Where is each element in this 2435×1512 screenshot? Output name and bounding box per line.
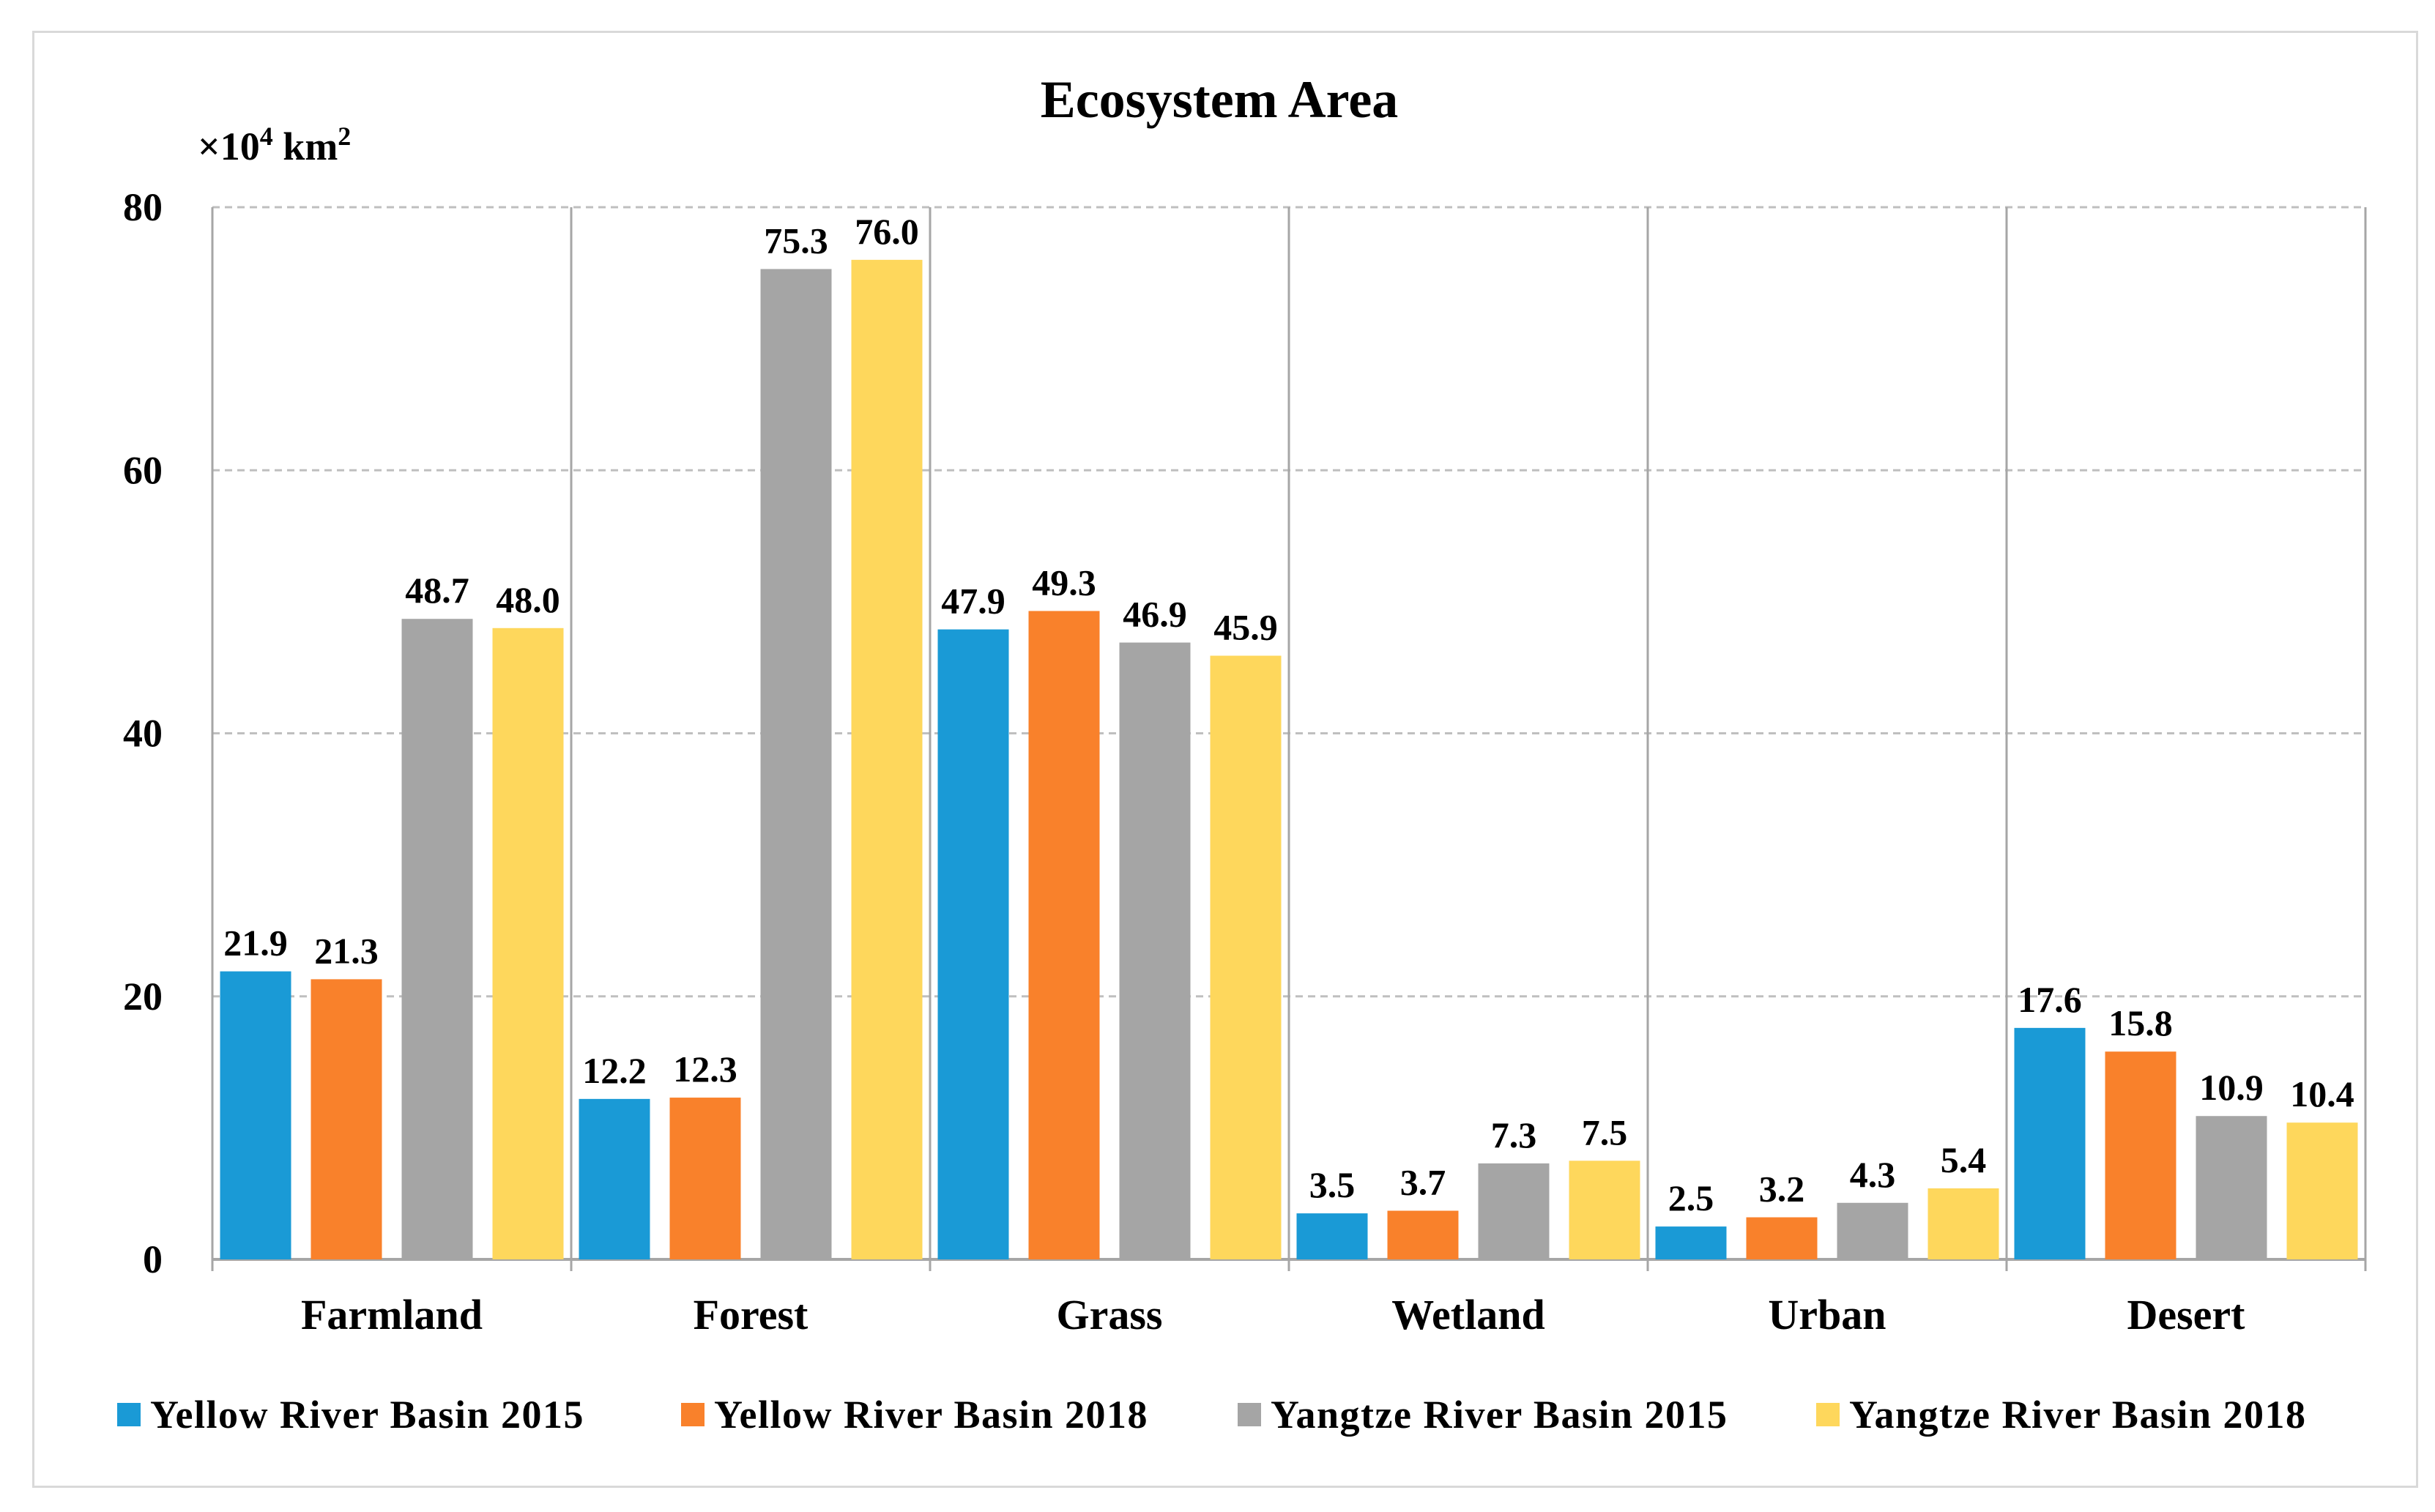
bar-desert-series-2: [2105, 1051, 2176, 1259]
legend-swatch: [1816, 1403, 1840, 1426]
y-axis-unit: km: [273, 124, 338, 168]
category-label: Farmland: [301, 1291, 483, 1338]
data-label: 48.7: [405, 570, 469, 611]
data-label: 75.3: [764, 220, 828, 261]
bar-grass-series-1: [937, 629, 1009, 1259]
data-label: 10.4: [2290, 1073, 2354, 1114]
data-label: 2.5: [1668, 1177, 1714, 1218]
category-label: Desert: [2127, 1291, 2245, 1338]
bar-farmland-series-1: [220, 971, 291, 1259]
bar-forest-series-4: [851, 259, 923, 1260]
legend-label: Yangtze River Basin 2018: [1849, 1393, 2307, 1437]
y-tick-label: 0: [143, 1237, 163, 1281]
data-label: 7.3: [1491, 1114, 1537, 1155]
category-label: Urban: [1768, 1291, 1886, 1338]
data-label: 10.9: [2199, 1067, 2264, 1108]
bar-desert-series-1: [2014, 1027, 2086, 1259]
bar-urban-series-4: [1927, 1188, 1999, 1259]
legend-label: Yellow River Basin 2015: [150, 1393, 584, 1437]
bar-forest-series-3: [760, 269, 832, 1260]
bar-wetland-series-3: [1478, 1163, 1550, 1259]
legend-label: Yangtze River Basin 2015: [1271, 1393, 1728, 1437]
legend-swatch: [117, 1403, 141, 1426]
bar-grass-series-2: [1028, 611, 1100, 1259]
bar-forest-series-1: [579, 1098, 650, 1259]
y-tick-label: 40: [123, 712, 163, 756]
data-label: 21.9: [223, 923, 288, 964]
data-label: 4.3: [1850, 1154, 1896, 1195]
y-tick-label: 80: [123, 185, 163, 229]
bars: [220, 259, 2358, 1260]
category-label: Forest: [694, 1291, 808, 1338]
legend-swatch: [681, 1403, 705, 1426]
category-label: Grass: [1057, 1291, 1163, 1338]
y-axis-unit-base: ×10: [198, 124, 260, 168]
gridlines: [211, 206, 2367, 1271]
data-label: 12.2: [582, 1050, 647, 1091]
data-label: 3.5: [1309, 1164, 1356, 1205]
legend-swatch: [1238, 1403, 1261, 1426]
bar-grass-series-3: [1119, 642, 1191, 1259]
data-label: 46.9: [1123, 594, 1187, 635]
x-axis-categories: Farmland Forest Grass Wetland Urban Desert: [301, 1291, 2245, 1338]
bar-urban-series-3: [1837, 1202, 1908, 1259]
bar-desert-series-4: [2286, 1122, 2358, 1259]
bar-farmland-series-4: [492, 627, 564, 1259]
bar-grass-series-4: [1210, 655, 1282, 1259]
data-label: 15.8: [2108, 1002, 2173, 1043]
bar-urban-series-1: [1655, 1226, 1727, 1259]
data-label: 47.9: [941, 581, 1005, 622]
y-axis-unit-label: ×104 km2: [198, 122, 351, 168]
bar-farmland-series-2: [311, 979, 382, 1259]
category-label: Wetland: [1391, 1291, 1545, 1338]
data-label: 17.6: [2018, 979, 2082, 1020]
data-label: 7.5: [1582, 1111, 1628, 1152]
data-label: 12.3: [673, 1049, 737, 1090]
bar-desert-series-3: [2196, 1116, 2267, 1259]
y-tick-label: 20: [123, 975, 163, 1018]
y-tick-label: 60: [123, 448, 163, 492]
y-axis-unit-exponent-2: 2: [338, 122, 351, 151]
bar-wetland-series-4: [1569, 1161, 1640, 1259]
bar-farmland-series-3: [401, 619, 473, 1259]
bar-wetland-series-1: [1296, 1213, 1368, 1259]
y-axis-unit-exponent: 4: [260, 122, 273, 151]
data-label: 21.3: [314, 930, 379, 971]
data-label: 45.9: [1213, 607, 1278, 648]
data-label: 76.0: [855, 211, 919, 252]
chart-title: Ecosystem Area: [1041, 70, 1399, 129]
data-labels: 21.9 21.3 48.7 48.0 12.2 12.3 75.3 76.0 47.9 49.3…: [223, 211, 2354, 1218]
bar-forest-series-2: [669, 1098, 741, 1259]
data-label: 5.4: [1941, 1139, 1987, 1180]
data-label: 49.3: [1032, 562, 1096, 603]
y-axis-ticks: 0 20 40 60 80: [123, 185, 163, 1281]
data-label: 3.2: [1759, 1169, 1805, 1210]
data-label: 3.7: [1400, 1162, 1446, 1203]
bar-urban-series-2: [1746, 1217, 1818, 1259]
bar-wetland-series-2: [1387, 1210, 1459, 1259]
legend-label: Yellow River Basin 2018: [714, 1393, 1148, 1437]
legend: Yellow River Basin 2015 Yellow River Basi…: [117, 1393, 2307, 1437]
data-label: 48.0: [496, 579, 560, 620]
